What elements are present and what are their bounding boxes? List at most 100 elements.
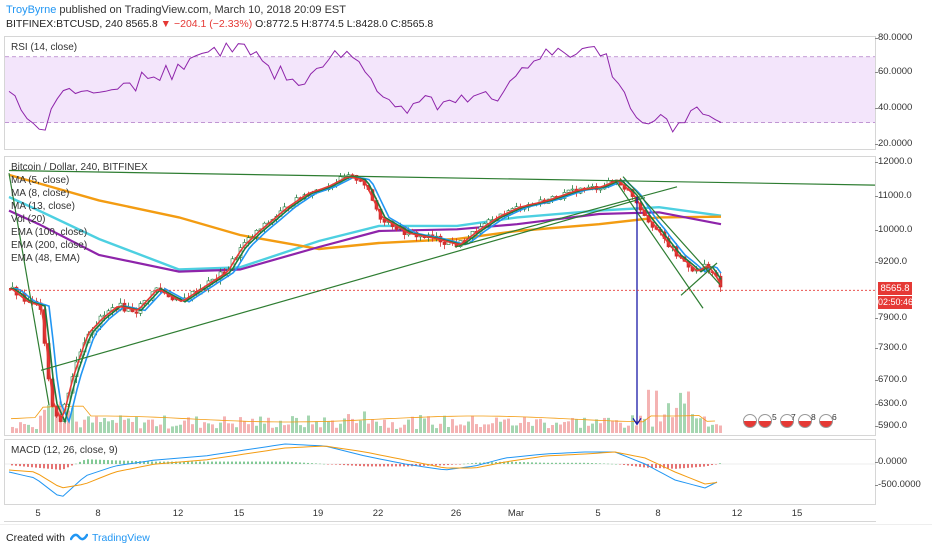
macd-histogram-bar	[15, 464, 17, 466]
price-pane[interactable]: Bitcoin / Dollar, 240, BITFINEX MA (5, c…	[4, 156, 876, 436]
candle-body	[590, 185, 595, 188]
publisher-link[interactable]: TroyByrne	[6, 4, 57, 16]
volume-bar	[607, 417, 610, 433]
volume-bar	[95, 416, 98, 433]
volume-bar	[639, 415, 642, 433]
macd-histogram-bar	[219, 461, 221, 464]
volume-bar	[447, 426, 450, 433]
price-tick: 12000.0	[874, 156, 913, 167]
macd-histogram-bar	[207, 461, 209, 464]
legend-ema100: EMA (100, close)	[11, 227, 88, 238]
volume-bar	[419, 415, 422, 433]
volume-bar	[595, 419, 598, 433]
event-flag-icon[interactable]	[819, 414, 833, 428]
macd-histogram-bar	[71, 464, 73, 466]
macd-histogram-bar	[355, 464, 357, 466]
last-price: 8565.8	[125, 18, 158, 30]
macd-histogram-bar	[591, 463, 593, 464]
event-flag-icon[interactable]	[780, 414, 794, 428]
volume-bar	[619, 422, 622, 433]
volume-bar	[535, 419, 538, 433]
macd-histogram-bar	[559, 462, 561, 464]
macd-histogram-bar	[455, 464, 457, 465]
macd-histogram-bar	[299, 462, 301, 464]
volume-bar	[403, 424, 406, 433]
last-price-label: 8565.8	[878, 282, 912, 295]
macd-histogram-bar	[667, 464, 669, 469]
event-count: 8	[811, 412, 816, 422]
volume-bar	[411, 416, 414, 433]
volume-bar	[71, 407, 74, 433]
volume-bar	[315, 421, 318, 433]
macd-histogram-bar	[347, 464, 349, 466]
volume-bar	[243, 421, 246, 433]
event-flag-icon[interactable]	[758, 414, 772, 428]
macd-histogram-bar	[67, 464, 69, 468]
volume-bar	[247, 424, 250, 433]
macd-histogram-bar	[183, 461, 185, 464]
macd-histogram-bar	[231, 461, 233, 464]
event-flag-icon[interactable]	[743, 414, 757, 428]
macd-histogram-bar	[635, 464, 637, 467]
rsi-axis[interactable]: 80.0000 60.0000 40.0000 20.0000	[874, 32, 932, 150]
macd-histogram-bar	[111, 460, 113, 464]
macd-histogram-bar	[123, 460, 125, 464]
macd-histogram-bar	[507, 461, 509, 464]
rsi-pane[interactable]: RSI (14, close)	[4, 36, 876, 150]
macd-histogram-bar	[367, 464, 369, 467]
macd-histogram-bar	[23, 464, 25, 467]
macd-histogram-bar	[175, 461, 177, 464]
volume-bar	[235, 427, 238, 433]
volume-bar	[143, 422, 146, 433]
macd-histogram-bar	[91, 459, 93, 464]
volume-bar	[375, 421, 378, 433]
macd-histogram-bar	[35, 464, 37, 468]
price-tick: 6300.0	[874, 398, 908, 409]
macd-histogram-bar	[419, 464, 421, 466]
macd-histogram-bar	[715, 464, 717, 465]
macd-histogram-bar	[615, 464, 617, 465]
macd-histogram-bar	[283, 461, 285, 464]
volume-bar	[135, 416, 138, 433]
macd-histogram-bar	[39, 464, 41, 468]
published-text: published on TradingView.com, March 10, …	[56, 4, 346, 16]
macd-histogram-bar	[259, 461, 261, 464]
ema48-line	[8, 209, 722, 273]
candle-body	[350, 174, 355, 177]
macd-histogram-bar	[623, 464, 625, 465]
macd-histogram-bar	[447, 464, 449, 466]
volume-bar	[359, 420, 362, 433]
rsi-plot	[5, 42, 875, 133]
volume-bar	[123, 419, 126, 433]
rsi-line	[8, 42, 722, 133]
macd-histogram-bar	[303, 462, 305, 464]
macd-pane[interactable]: MACD (12, 26, close, 9)	[4, 439, 876, 505]
macd-axis[interactable]: 0.0000 -500.0000	[874, 439, 932, 505]
macd-histogram-bar	[199, 461, 201, 464]
volume-bar	[407, 419, 410, 433]
volume-bar	[647, 389, 650, 433]
volume-bar	[663, 414, 666, 433]
macd-histogram-bar	[55, 464, 57, 470]
macd-histogram-bar	[479, 462, 481, 464]
tradingview-link[interactable]: TradingView	[92, 532, 150, 544]
macd-histogram-bar	[319, 463, 321, 465]
volume-bar	[327, 421, 330, 433]
price-axis[interactable]: 12000.0 11000.0 10000.0 9200.0 7900.0 73…	[874, 156, 932, 436]
macd-histogram-bar	[251, 461, 253, 464]
macd-histogram-bar	[155, 461, 157, 464]
event-flag-icon[interactable]	[798, 414, 812, 428]
symbol-info: BITFINEX:BTCUSD, 240 8565.8 ▼ −204.1 (−2…	[6, 18, 433, 30]
volume-bar	[55, 412, 58, 433]
macd-histogram-bar	[187, 461, 189, 464]
macd-histogram-bar	[391, 464, 393, 467]
price-tick: 6700.0	[874, 374, 908, 385]
macd-histogram-bar	[463, 463, 465, 465]
volume-bar	[279, 420, 282, 433]
time-axis[interactable]: 5 8 12 15 19 22 26 Mar 5 8 12 15	[4, 505, 876, 522]
macd-histogram-bar	[579, 462, 581, 464]
volume-bar	[471, 415, 474, 433]
volume-bar	[599, 423, 602, 433]
macd-histogram-bar	[267, 461, 269, 464]
macd-histogram-bar	[535, 462, 537, 464]
